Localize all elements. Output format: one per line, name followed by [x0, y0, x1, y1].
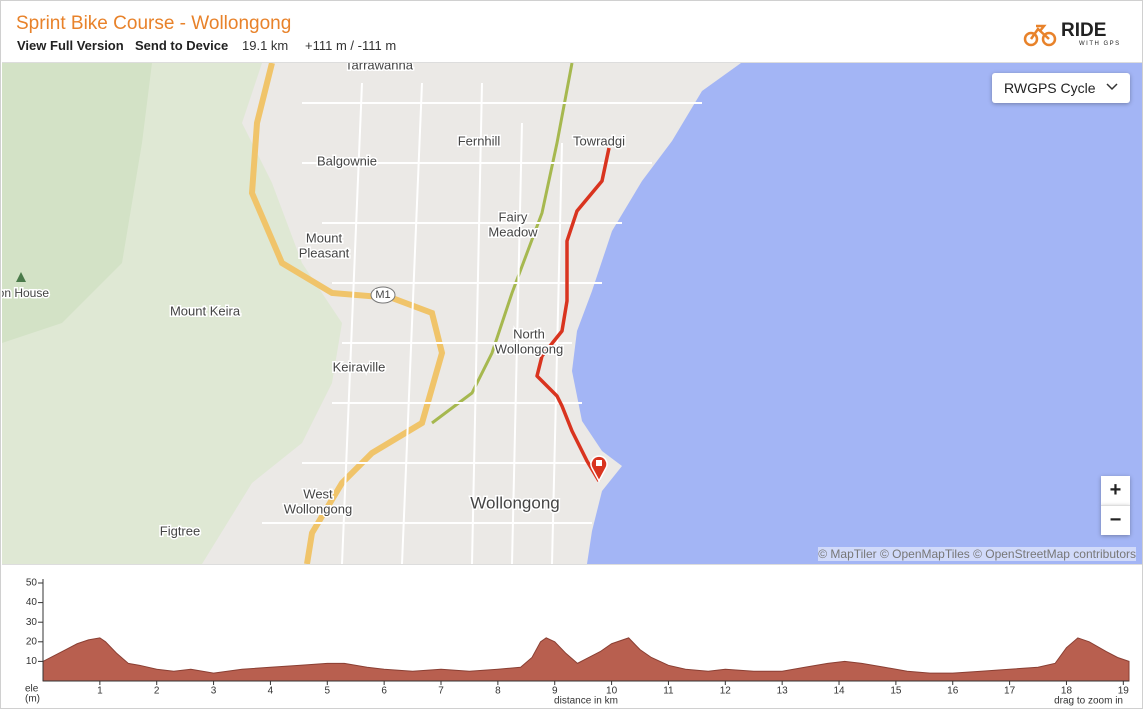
x-tick-label: 12 — [720, 686, 732, 697]
x-tick-label: 9 — [552, 686, 558, 697]
x-tick-label: 14 — [833, 686, 845, 697]
route-line — [535, 147, 611, 482]
logo[interactable]: RIDE WITH GPS — [1023, 17, 1133, 49]
route-shield — [370, 286, 396, 304]
place-label: Wollongong — [495, 341, 563, 356]
x-tick-label: 18 — [1061, 686, 1073, 697]
place-label: Pleasant — [299, 245, 350, 260]
route-marker-dot — [596, 460, 602, 466]
route-marker[interactable] — [590, 455, 608, 483]
y-tick-label: 10 — [26, 656, 38, 667]
forest — [2, 63, 152, 343]
place-label: Mount — [306, 230, 343, 245]
y-tick-label: 40 — [26, 597, 38, 608]
place-label: Mount Keira — [170, 303, 241, 318]
zoom-out-button[interactable]: − — [1101, 505, 1130, 535]
zoom-in-button[interactable]: + — [1101, 476, 1130, 505]
place-label: Keiraville — [333, 359, 386, 374]
x-tick-label: 16 — [947, 686, 959, 697]
x-tick-label: 13 — [777, 686, 789, 697]
place-label: lon House — [2, 286, 49, 300]
ocean — [572, 63, 1142, 564]
logo-wheel — [1041, 31, 1057, 47]
zoom-hint: drag to zoom in — [1054, 696, 1123, 707]
x-tick-label: 4 — [268, 686, 274, 697]
x-tick-label: 6 — [381, 686, 387, 697]
y-tick-label: 50 — [26, 578, 38, 589]
x-axis-label: distance in km — [554, 696, 618, 707]
railway — [431, 63, 574, 425]
view-full-link[interactable]: View Full Version — [17, 38, 124, 53]
streets — [262, 82, 702, 564]
place-label: Figtree — [160, 523, 200, 538]
logo-subtext: WITH GPS — [1079, 41, 1121, 47]
y-axis-label: (m) — [25, 694, 40, 705]
logo-wheel — [1023, 31, 1039, 47]
place-label: West — [303, 486, 333, 501]
x-tick-label: 1 — [97, 686, 103, 697]
map[interactable]: Tarrawanna Fernhill Towradgi Balgownie Fairy… — [2, 62, 1142, 565]
layer-select-label: RWGPS Cycle — [1004, 80, 1096, 96]
layer-select[interactable]: RWGPS Cycle — [992, 73, 1130, 103]
x-tick-label: 7 — [438, 686, 444, 697]
place-label: Towradgi — [573, 133, 625, 148]
place-label: Wollongong — [470, 493, 559, 512]
motorway — [248, 63, 446, 564]
place-label: M1 — [375, 289, 390, 301]
place-label: Fairy — [499, 209, 528, 224]
map-canvas[interactable]: Tarrawanna Fernhill Towradgi Balgownie Fairy… — [2, 63, 1142, 564]
logo-frame — [1029, 24, 1050, 40]
attribution: © MapTiler © OpenMapTiles © OpenStreetMa… — [818, 547, 1136, 561]
y-tick-label: 20 — [26, 636, 38, 647]
x-tick-label: 17 — [1004, 686, 1016, 697]
x-tick-label: 3 — [211, 686, 217, 697]
place-label: Wollongong — [284, 501, 352, 516]
chevron — [1106, 83, 1118, 91]
place-label: Tarrawanna — [345, 63, 414, 72]
logo-text: RIDE — [1061, 20, 1106, 41]
elevation-area — [42, 637, 1130, 682]
place-label: Balgownie — [317, 153, 377, 168]
x-tick-label: 15 — [890, 686, 902, 697]
x-tick-label: 2 — [154, 686, 160, 697]
elevation-gain: +111 m / -111 m — [305, 38, 397, 53]
route-title[interactable]: Sprint Bike Course - Wollongong — [16, 13, 292, 34]
peak-icon — [16, 272, 26, 282]
place-label: Fernhill — [458, 133, 501, 148]
header: Sprint Bike Course - Wollongong View Ful… — [1, 1, 1142, 61]
x-tick-label: 5 — [325, 686, 331, 697]
place-label: North — [513, 326, 545, 341]
y-tick-label: 30 — [26, 617, 38, 628]
x-tick-label: 8 — [495, 686, 501, 697]
x-tick-label: 10 — [606, 686, 618, 697]
send-device-link[interactable]: Send to Device — [135, 38, 229, 53]
x-tick-label: 19 — [1118, 686, 1130, 697]
distance: 19.1 km — [242, 38, 289, 53]
x-tick-label: 11 — [663, 686, 674, 697]
y-axis-label: ele — [25, 684, 39, 695]
place-label: Meadow — [488, 224, 538, 239]
